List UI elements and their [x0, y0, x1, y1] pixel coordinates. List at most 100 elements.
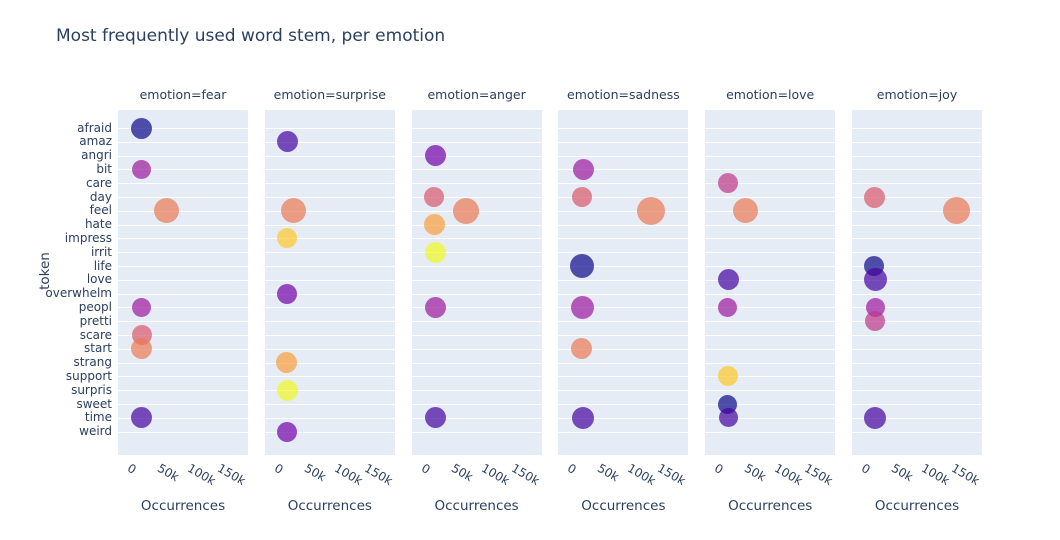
scatter-point-sadness-peopl[interactable]: [571, 295, 595, 319]
facet-panel-love: [705, 110, 836, 455]
scatter-point-sadness-start[interactable]: [571, 338, 593, 360]
gridline: [264, 252, 395, 254]
facet-header-surprise: emotion=surprise: [273, 87, 386, 102]
gridline: [852, 197, 982, 198]
scatter-point-surprise-amaz[interactable]: [276, 131, 298, 153]
gridline: [264, 224, 395, 226]
y-tick-label-bit: bit: [96, 161, 112, 176]
y-tick-label-hate: hate: [84, 217, 112, 232]
y-tick-label-scare: scare: [79, 327, 112, 342]
y-tick-label-overwhelm: overwhelm: [45, 286, 112, 301]
scatter-point-sadness-feel[interactable]: [636, 196, 665, 225]
gridline: [558, 390, 689, 392]
x-tick-label: 50k: [155, 461, 182, 485]
x-tick-label: 100k: [919, 461, 952, 489]
gridline: [558, 335, 689, 336]
scatter-point-anger-day[interactable]: [423, 187, 444, 207]
gridline: [264, 431, 395, 433]
scatter-point-sadness-bit[interactable]: [572, 158, 594, 180]
facet-header-sadness: emotion=sadness: [567, 87, 680, 102]
scatter-point-fear-feel[interactable]: [154, 198, 180, 224]
gridline: [558, 321, 689, 323]
gridline: [411, 431, 542, 433]
y-tick-label-time: time: [84, 410, 112, 425]
gridline: [118, 183, 248, 185]
gridline: [118, 362, 248, 364]
gridline: [852, 252, 982, 254]
gridline: [852, 362, 982, 364]
gridline: [411, 238, 542, 240]
gridline: [852, 183, 982, 185]
scatter-point-anger-feel[interactable]: [452, 197, 479, 224]
gridline: [705, 321, 836, 323]
scatter-point-joy-day[interactable]: [863, 186, 885, 208]
gridline: [558, 417, 689, 419]
scatter-point-love-care[interactable]: [717, 173, 738, 194]
gridline: [705, 279, 836, 281]
x-tick-label: 50k: [889, 461, 916, 485]
scatter-point-love-time[interactable]: [718, 408, 738, 428]
scatter-point-anger-time[interactable]: [425, 407, 447, 429]
gridline: [558, 293, 689, 295]
gridline: [558, 224, 689, 226]
gridline: [852, 307, 982, 309]
gridline: [852, 417, 982, 419]
y-tick-label-impress: impress: [64, 230, 112, 245]
scatter-point-anger-irrit[interactable]: [424, 241, 446, 263]
x-axis-title-fear: Occurrences: [140, 498, 226, 514]
gridline: [264, 197, 395, 198]
scatter-point-sadness-day[interactable]: [571, 187, 592, 207]
scatter-point-joy-pretti[interactable]: [865, 311, 885, 332]
scatter-point-love-peopl[interactable]: [718, 297, 738, 317]
gridline: [264, 362, 395, 364]
scatter-point-anger-angri[interactable]: [424, 145, 446, 167]
scatter-point-surprise-weird[interactable]: [276, 421, 297, 442]
gridline: [852, 128, 982, 129]
scatter-point-joy-love[interactable]: [864, 268, 888, 292]
gridline: [705, 362, 836, 364]
x-axis-title-surprise: Occurrences: [287, 498, 372, 514]
scatter-point-fear-peopl[interactable]: [131, 297, 151, 317]
y-tick-label-feel: feel: [89, 203, 112, 218]
scatter-point-fear-time[interactable]: [131, 407, 153, 429]
scatter-point-love-love[interactable]: [718, 269, 740, 291]
scatter-point-fear-start[interactable]: [130, 338, 152, 360]
gridline: [558, 307, 689, 309]
scatter-point-fear-afraid[interactable]: [131, 117, 153, 139]
y-tick-label-weird: weird: [79, 424, 112, 439]
gridline: [558, 141, 689, 143]
facet-panel-sadness: [558, 110, 689, 455]
gridline: [118, 293, 248, 295]
scatter-point-fear-bit[interactable]: [131, 159, 151, 179]
x-tick-label: 150k: [508, 461, 542, 489]
scatter-point-sadness-life[interactable]: [569, 254, 594, 278]
facet-panel-anger: [411, 110, 542, 455]
gridline: [852, 404, 982, 405]
gridline: [705, 293, 836, 295]
gridline: [852, 348, 982, 350]
y-tick-label-irrit: irrit: [90, 244, 112, 259]
gridline: [118, 307, 248, 309]
scatter-point-surprise-surpris[interactable]: [276, 379, 298, 401]
scatter-point-anger-peopl[interactable]: [424, 296, 446, 318]
gridline: [558, 376, 689, 378]
x-tick-label: 0: [271, 461, 286, 477]
scatter-point-love-support[interactable]: [717, 366, 738, 387]
gridline: [705, 224, 836, 226]
gridline: [558, 210, 689, 212]
gridline: [411, 321, 542, 323]
gridline: [264, 155, 395, 157]
scatter-point-sadness-time[interactable]: [572, 406, 595, 429]
scatter-point-surprise-impress[interactable]: [276, 228, 297, 249]
gridline: [852, 210, 982, 212]
gridline: [705, 404, 836, 405]
scatter-point-joy-feel[interactable]: [943, 197, 971, 225]
scatter-point-surprise-overwhelm[interactable]: [276, 283, 297, 304]
scatter-point-surprise-feel[interactable]: [281, 198, 307, 224]
scatter-point-joy-time[interactable]: [864, 406, 886, 429]
scatter-point-love-feel[interactable]: [733, 198, 759, 224]
gridline: [852, 169, 982, 171]
scatter-point-surprise-strang[interactable]: [276, 352, 298, 374]
gridline: [411, 128, 542, 129]
scatter-point-anger-hate[interactable]: [424, 214, 446, 236]
